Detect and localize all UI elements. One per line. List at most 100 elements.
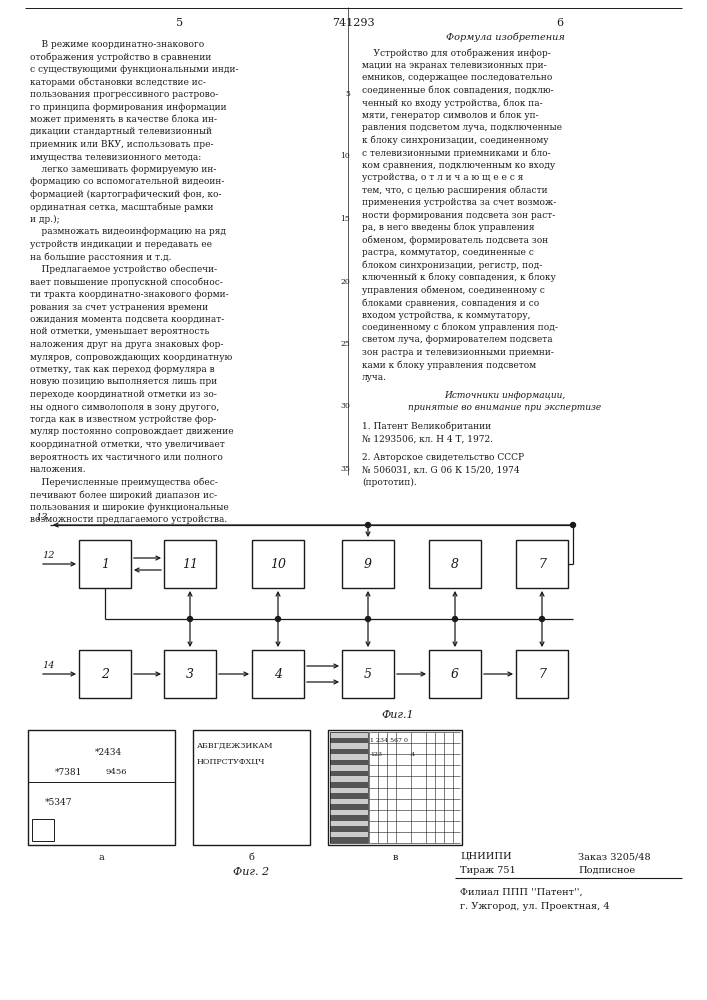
Text: отображения устройство в сравнении: отображения устройство в сравнении — [30, 52, 211, 62]
Text: входом устройства, к коммутатору,: входом устройства, к коммутатору, — [362, 310, 530, 320]
Text: наложения друг на друга знаковых фор-: наложения друг на друга знаковых фор- — [30, 340, 223, 349]
Bar — [516, 650, 568, 698]
Text: 5: 5 — [177, 18, 184, 28]
Text: луча.: луча. — [362, 373, 387, 382]
Bar — [429, 650, 481, 698]
Text: № 1293506, кл. Н 4 Т, 1972.: № 1293506, кл. Н 4 Т, 1972. — [362, 434, 493, 443]
Circle shape — [276, 616, 281, 621]
Text: 2: 2 — [101, 668, 109, 680]
Text: Источники информации,: Источники информации, — [445, 390, 566, 399]
Bar — [330, 732, 368, 738]
Text: формацию со вспомогательной видеоин-: формацию со вспомогательной видеоин- — [30, 178, 224, 186]
Text: ра, в него введены блок управления: ра, в него введены блок управления — [362, 223, 534, 232]
Text: и др.);: и др.); — [30, 215, 59, 224]
Circle shape — [366, 522, 370, 528]
Text: к блоку синхронизации, соединенному: к блоку синхронизации, соединенному — [362, 135, 549, 145]
Bar — [330, 776, 368, 782]
Text: Фиг.1: Фиг.1 — [382, 710, 414, 720]
Bar — [330, 810, 368, 815]
Circle shape — [571, 522, 575, 528]
Text: емников, содержащее последовательно: емников, содержащее последовательно — [362, 73, 552, 82]
Text: 10: 10 — [340, 152, 350, 160]
Text: применения устройства за счет возмож-: применения устройства за счет возмож- — [362, 198, 556, 207]
Text: 1 234 567 0: 1 234 567 0 — [370, 738, 408, 743]
Text: Заказ 3205/48: Заказ 3205/48 — [578, 852, 650, 861]
Text: 20: 20 — [340, 277, 350, 286]
Text: 6: 6 — [451, 668, 459, 680]
Text: в: в — [392, 853, 397, 862]
Text: дикации стандартный телевизионный: дикации стандартный телевизионный — [30, 127, 212, 136]
Bar — [330, 771, 368, 776]
Text: мяти, генератор символов и блок уп-: мяти, генератор символов и блок уп- — [362, 110, 539, 120]
Text: 3: 3 — [186, 668, 194, 680]
Text: формацией (картографический фон, ко-: формацией (картографический фон, ко- — [30, 190, 221, 199]
Text: муляр постоянно сопровождает движение: муляр постоянно сопровождает движение — [30, 428, 233, 436]
Text: ЦНИИПИ: ЦНИИПИ — [460, 852, 512, 861]
Bar — [342, 650, 394, 698]
Text: го принципа формирования информации: го принципа формирования информации — [30, 103, 227, 111]
Text: наложения.: наложения. — [30, 465, 87, 474]
Text: каторами обстановки вследствие ис-: каторами обстановки вследствие ис- — [30, 78, 206, 87]
Text: Предлагаемое устройство обеспечи-: Предлагаемое устройство обеспечи- — [30, 265, 217, 274]
Text: пользования и широкие функциональные: пользования и широкие функциональные — [30, 502, 229, 512]
Text: ны одного символополя в зону другого,: ны одного символополя в зону другого, — [30, 402, 219, 412]
Text: с телевизионными приемниками и бло-: с телевизионными приемниками и бло- — [362, 148, 551, 157]
Text: .4: .4 — [409, 752, 415, 757]
Text: Филиал ППП ''Патент'',: Филиал ППП ''Патент'', — [460, 888, 583, 897]
Text: Перечисленные преимущества обес-: Перечисленные преимущества обес- — [30, 478, 218, 487]
Text: светом луча, формирователем подсвета: светом луча, формирователем подсвета — [362, 336, 553, 344]
Text: 1: 1 — [101, 558, 109, 570]
Text: *5347: *5347 — [45, 798, 73, 807]
Bar — [330, 837, 368, 843]
Bar — [252, 650, 304, 698]
Bar — [342, 540, 394, 588]
Text: печивают более широкий диапазон ис-: печивают более широкий диапазон ис- — [30, 490, 217, 499]
Bar — [164, 540, 216, 588]
Text: тем, что, с целью расширения области: тем, что, с целью расширения области — [362, 186, 548, 195]
Text: 741293: 741293 — [332, 18, 375, 28]
Bar — [28, 730, 175, 845]
Bar — [330, 760, 368, 765]
Text: 5: 5 — [364, 668, 372, 680]
Bar — [330, 804, 368, 810]
Text: Тираж 751: Тираж 751 — [460, 866, 515, 875]
Text: Устройство для отображения инфор-: Устройство для отображения инфор- — [362, 48, 551, 57]
Text: тогда как в известном устройстве фор-: тогда как в известном устройстве фор- — [30, 415, 216, 424]
Text: блоками сравнения, совпадения и со: блоками сравнения, совпадения и со — [362, 298, 539, 308]
Bar — [330, 815, 368, 821]
Bar — [79, 650, 131, 698]
Text: вероятность их частичного или полного: вероятность их частичного или полного — [30, 452, 223, 462]
Text: 10: 10 — [270, 558, 286, 570]
Text: ками к блоку управления подсветом: ками к блоку управления подсветом — [362, 360, 536, 370]
Bar — [330, 832, 368, 837]
Bar — [330, 732, 368, 843]
Bar — [330, 793, 368, 799]
Bar — [330, 788, 368, 793]
Text: 9456: 9456 — [105, 768, 127, 776]
Text: размножать видеоинформацию на ряд: размножать видеоинформацию на ряд — [30, 228, 226, 236]
Text: управления обменом, соединенному с: управления обменом, соединенному с — [362, 286, 545, 295]
Text: мации на экранах телевизионных при-: мации на экранах телевизионных при- — [362, 60, 547, 70]
Bar — [32, 819, 54, 841]
Text: г. Ужгород, ул. Проектная, 4: г. Ужгород, ул. Проектная, 4 — [460, 902, 609, 911]
Text: координатной отметки, что увеличивает: координатной отметки, что увеличивает — [30, 440, 225, 449]
Circle shape — [539, 616, 544, 621]
Text: соединенные блок совпадения, подклю-: соединенные блок совпадения, подклю- — [362, 86, 554, 95]
Text: устройств индикации и передавать ее: устройств индикации и передавать ее — [30, 240, 212, 249]
Text: 6: 6 — [556, 18, 563, 28]
Text: а: а — [98, 853, 105, 862]
Text: 123: 123 — [370, 752, 382, 757]
Bar — [330, 754, 368, 760]
Text: новую позицию выполняется лишь при: новую позицию выполняется лишь при — [30, 377, 217, 386]
Text: 5: 5 — [345, 90, 350, 98]
Text: блоком синхронизации, регистр, под-: блоком синхронизации, регистр, под- — [362, 260, 542, 270]
Text: отметку, так как переход формуляра в: отметку, так как переход формуляра в — [30, 365, 215, 374]
Text: возможности предлагаемого устройства.: возможности предлагаемого устройства. — [30, 515, 227, 524]
Text: Формула изобретения: Формула изобретения — [445, 32, 564, 41]
Text: 4: 4 — [274, 668, 282, 680]
Text: АБВГДЕЖЗИКАМ: АБВГДЕЖЗИКАМ — [197, 742, 274, 750]
Text: рования за счет устранения времени: рования за счет устранения времени — [30, 302, 209, 312]
Text: 14: 14 — [42, 661, 54, 670]
Text: 35: 35 — [340, 465, 350, 473]
Text: приемник или ВКУ, использовать пре-: приемник или ВКУ, использовать пре- — [30, 140, 214, 149]
